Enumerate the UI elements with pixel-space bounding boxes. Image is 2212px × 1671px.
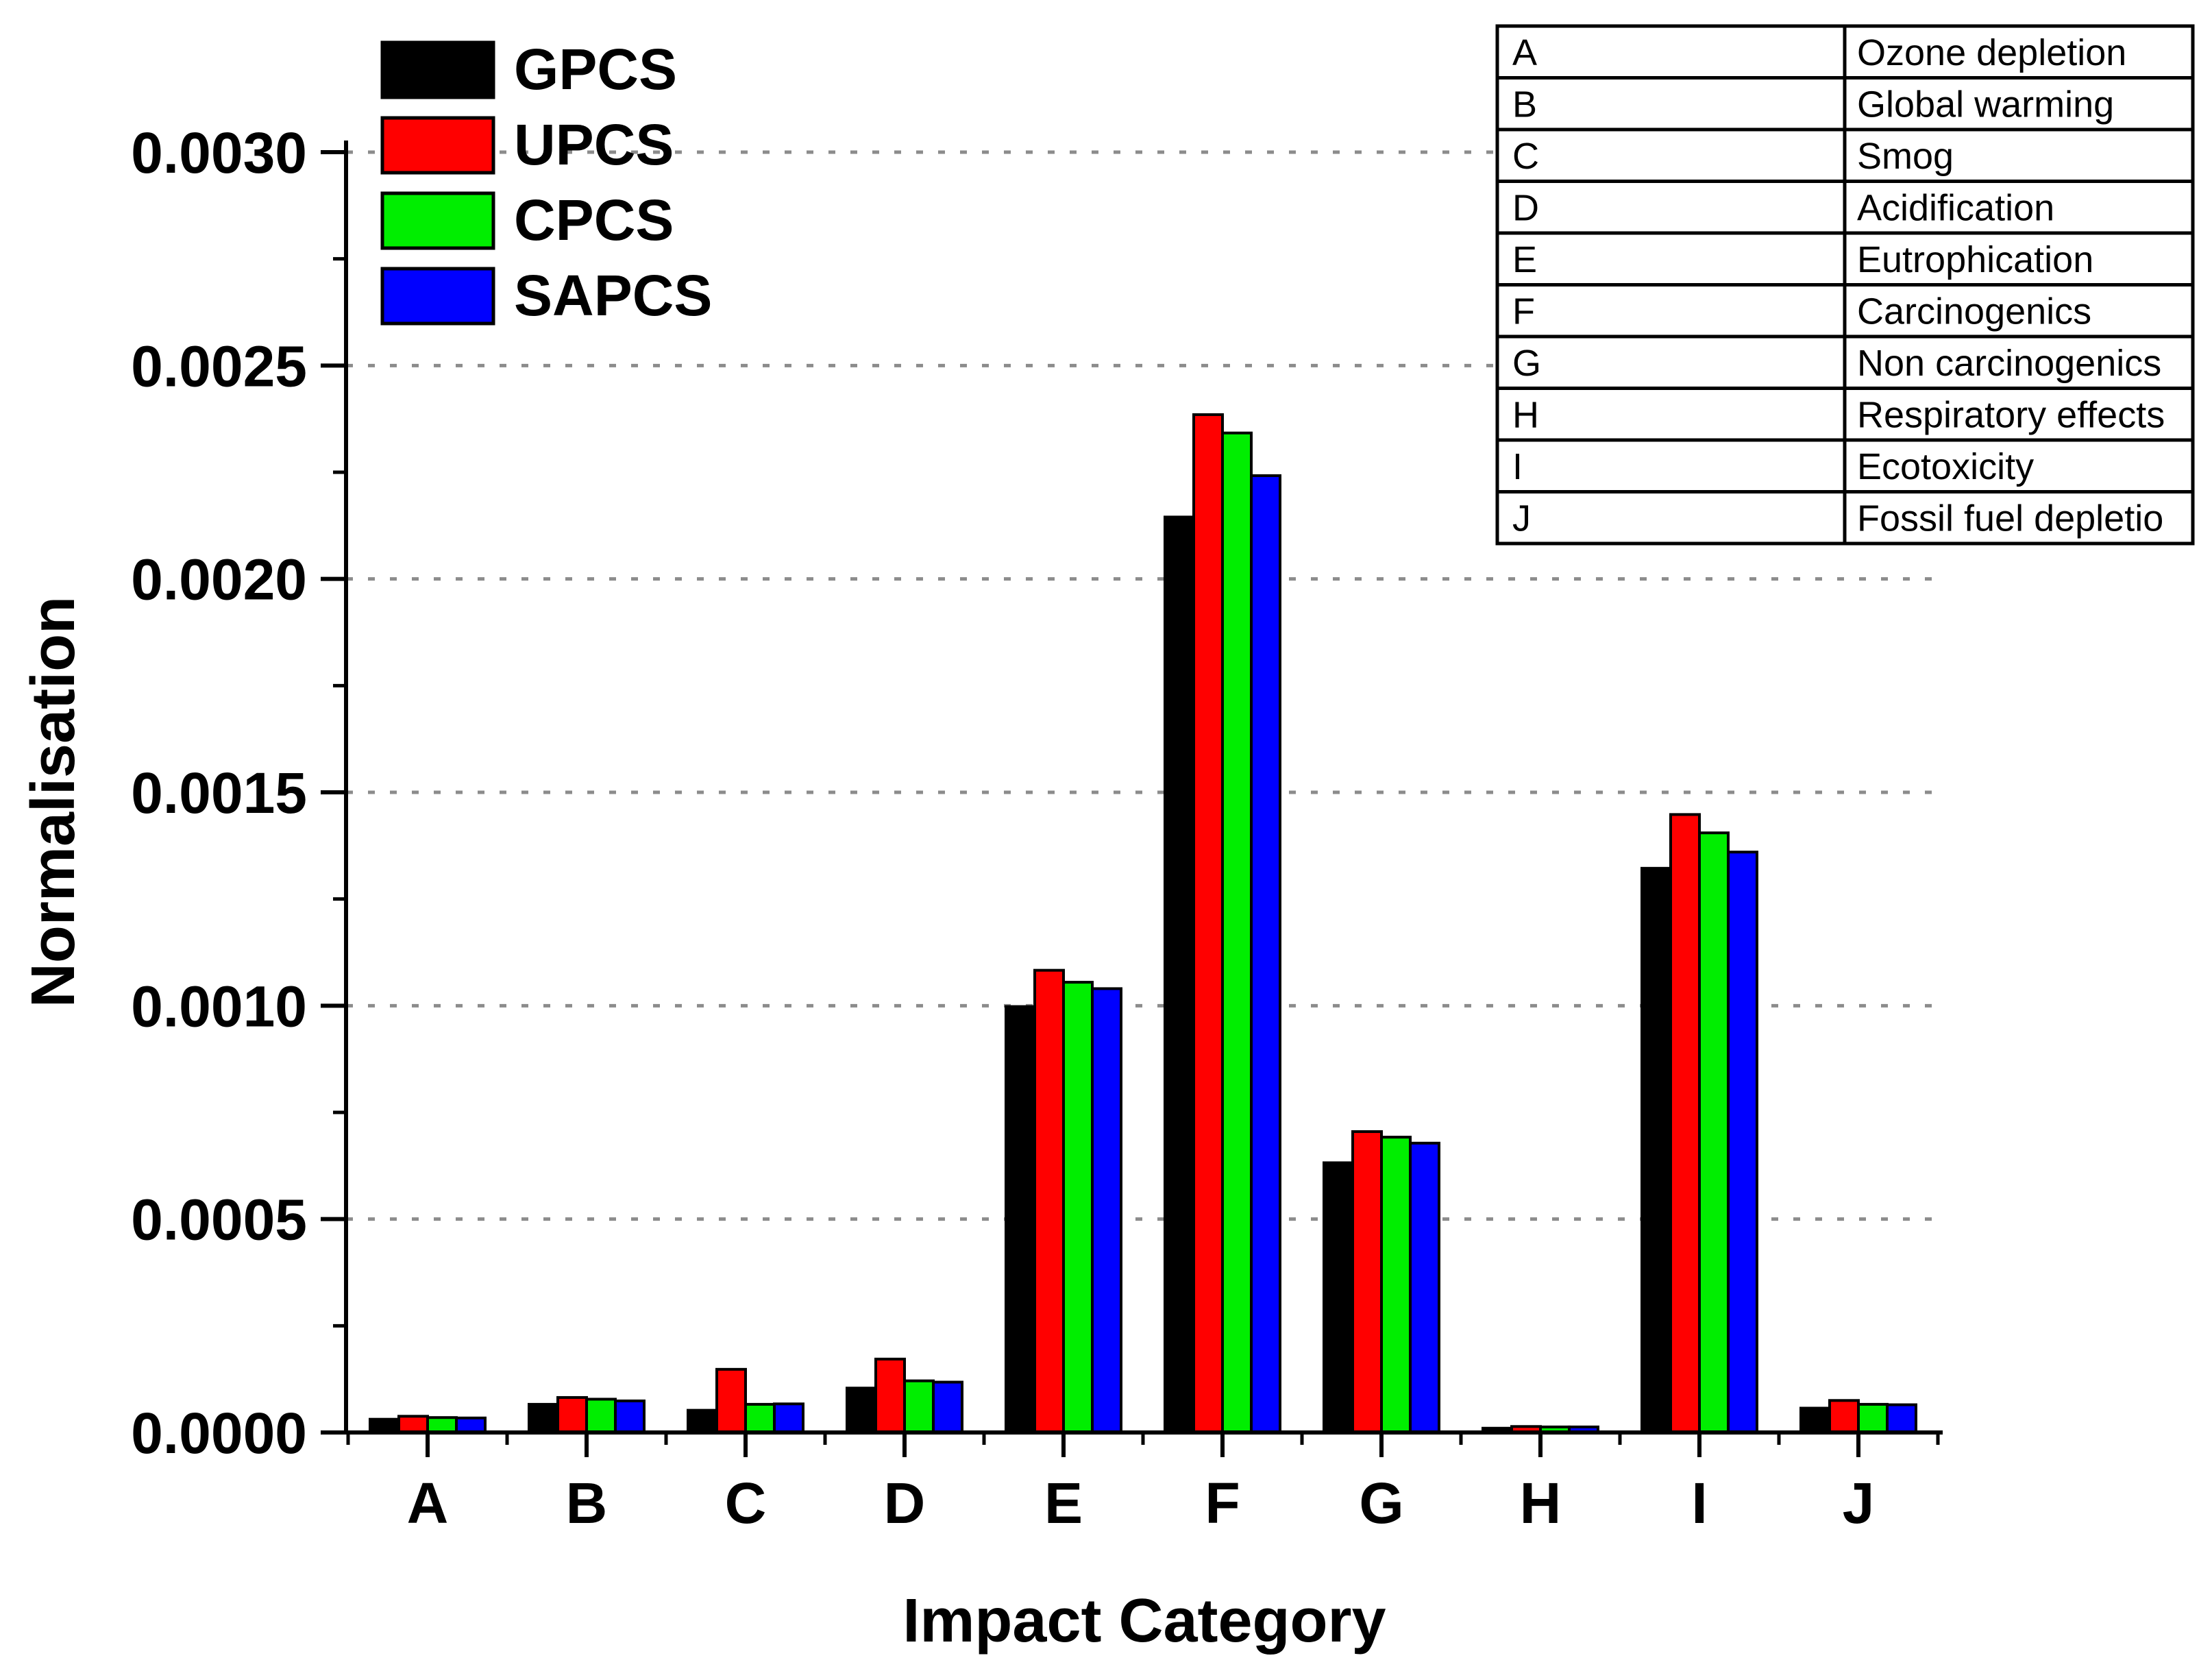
x-tick-label: D — [884, 1471, 926, 1535]
bar-cpcs-i — [1698, 831, 1730, 1434]
bar-gpcs-c — [687, 1408, 718, 1435]
bar-cpcs-g — [1380, 1136, 1412, 1434]
key-name: Carcinogenics — [1857, 291, 2091, 332]
key-name: Eutrophication — [1857, 239, 2093, 280]
legend-label-sapcs: SAPCS — [514, 263, 712, 328]
legend-swatch-gpcs — [380, 40, 495, 99]
bar-cpcs-f — [1221, 431, 1253, 1434]
legend-swatch-sapcs — [380, 267, 495, 326]
legend-label-upcs: UPCS — [514, 112, 674, 177]
legend: GPCS UPCS CPCS SAPCS — [380, 37, 712, 328]
key-name: Fossil fuel depletio — [1857, 498, 2163, 539]
x-tick-label: F — [1205, 1471, 1240, 1535]
bar-upcs-e — [1033, 968, 1065, 1434]
key-name: Smog — [1857, 136, 1954, 177]
legend-swatch-upcs — [380, 116, 495, 175]
key-name: Acidification — [1857, 188, 2054, 229]
key-name: Non carcinogenics — [1857, 343, 2161, 384]
bar-sapcs-j — [1886, 1403, 1917, 1434]
x-ticks: A B C D E F G H I J — [346, 1432, 1940, 1535]
bar-sapcs-f — [1250, 474, 1281, 1434]
bar-gpcs-f — [1164, 515, 1195, 1434]
key-code: J — [1512, 498, 1531, 539]
bar-gpcs-g — [1323, 1161, 1354, 1434]
x-tick-label: H — [1520, 1471, 1562, 1535]
category-key-table: A Ozone depletion B Global warming C Smog D Aci… — [1495, 24, 2195, 546]
bar-upcs-c — [715, 1367, 747, 1434]
bar-upcs-f — [1192, 413, 1224, 1435]
key-code: A — [1512, 32, 1537, 73]
bar-cpcs-b — [585, 1398, 617, 1435]
legend-swatch-cpcs — [380, 191, 495, 250]
bar-upcs-d — [874, 1357, 906, 1435]
x-tick-label: J — [1843, 1471, 1875, 1535]
bar-upcs-j — [1828, 1399, 1860, 1435]
key-code: B — [1512, 84, 1537, 125]
legend-label-cpcs: CPCS — [514, 188, 674, 252]
key-name: Ecotoxicity — [1857, 446, 2034, 487]
y-tick-label: 0.0030 — [131, 121, 307, 185]
x-tick-label: B — [566, 1471, 608, 1535]
x-axis-title: Impact Category — [902, 1587, 1386, 1655]
key-code: I — [1512, 446, 1523, 487]
y-tick-label: 0.0005 — [131, 1188, 307, 1252]
bar-sapcs-d — [932, 1380, 963, 1435]
x-tick-label: G — [1359, 1471, 1403, 1535]
y-tick-label: 0.0025 — [131, 334, 307, 398]
key-code: E — [1512, 239, 1537, 280]
bar-cpcs-d — [903, 1379, 935, 1435]
y-tick-label: 0.0010 — [131, 974, 307, 1038]
bar-upcs-i — [1669, 813, 1701, 1434]
bar-sapcs-i — [1727, 851, 1758, 1434]
y-tick-label: 0.0015 — [131, 761, 307, 825]
y-tick-label: 0.0020 — [131, 548, 307, 612]
x-tick-label: I — [1691, 1471, 1707, 1535]
key-name: Ozone depletion — [1857, 32, 2126, 73]
x-tick-label: C — [725, 1471, 767, 1535]
bar-gpcs-d — [846, 1387, 877, 1435]
bar-cpcs-e — [1062, 981, 1094, 1434]
key-name: Global warming — [1857, 84, 2114, 125]
key-code: D — [1512, 188, 1539, 229]
gridlines — [346, 150, 1939, 1221]
bar-gpcs-e — [1005, 1005, 1036, 1434]
key-code: C — [1512, 136, 1539, 177]
bar-gpcs-i — [1640, 866, 1672, 1435]
key-code: F — [1512, 291, 1535, 332]
key-code: H — [1512, 395, 1539, 436]
x-tick-label: A — [407, 1471, 449, 1535]
bar-gpcs-b — [528, 1402, 559, 1435]
bar-cpcs-j — [1857, 1402, 1889, 1435]
bar-upcs-g — [1351, 1130, 1383, 1435]
bar-upcs-b — [556, 1395, 588, 1434]
bar-sapcs-c — [773, 1402, 804, 1434]
key-code: G — [1512, 343, 1541, 384]
bar-sapcs-g — [1409, 1141, 1440, 1435]
bar-sapcs-b — [614, 1399, 646, 1434]
y-ticks: 0.0000 0.0005 0.0010 0.0015 0.0020 0.0025 0.00… — [131, 121, 346, 1465]
y-axis-title: Normalisation — [19, 596, 88, 1008]
bar-cpcs-a — [426, 1416, 458, 1435]
key-name: Respiratory effects — [1857, 395, 2165, 436]
x-tick-label: E — [1044, 1471, 1083, 1535]
bar-upcs-a — [397, 1415, 429, 1434]
bar-cpcs-c — [744, 1402, 776, 1435]
bar-gpcs-j — [1799, 1406, 1831, 1435]
bar-sapcs-a — [455, 1416, 487, 1435]
bar-sapcs-e — [1091, 987, 1122, 1434]
bars — [369, 413, 1917, 1435]
y-tick-label: 0.0000 — [131, 1401, 307, 1465]
legend-label-gpcs: GPCS — [514, 37, 677, 101]
